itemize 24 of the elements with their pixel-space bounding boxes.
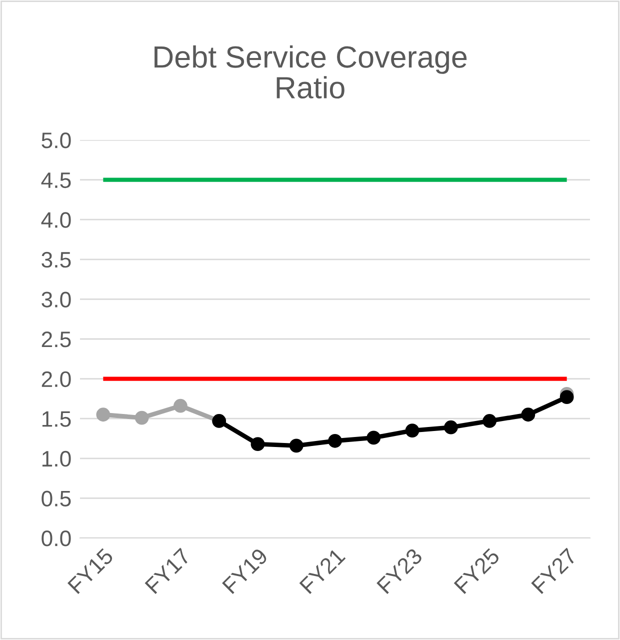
point xyxy=(328,434,342,448)
point xyxy=(289,438,304,453)
point xyxy=(250,437,265,452)
point xyxy=(134,410,149,425)
y-tick-label: 3.5 xyxy=(42,252,71,268)
point xyxy=(521,408,536,422)
y-tick-label: 0.5 xyxy=(42,490,71,506)
y-tick-label: 1.0 xyxy=(42,450,71,467)
point xyxy=(444,420,458,434)
point xyxy=(405,424,420,438)
chart-title: Debt Service Coverage Ratio xyxy=(154,45,467,99)
point xyxy=(560,390,574,404)
y-tick-label: 4.0 xyxy=(41,212,71,228)
y-tick-label: 1.5 xyxy=(42,411,71,427)
y-tick-label: 0.0 xyxy=(42,530,71,546)
y-tick-label: 4.5 xyxy=(41,172,71,188)
y-tick-label: 3.0 xyxy=(42,292,71,308)
y-tick-label: 2.5 xyxy=(42,332,71,348)
point xyxy=(482,414,496,428)
y-tick-label: 2.0 xyxy=(42,371,71,388)
point xyxy=(366,430,381,445)
y-tick-label: 5.0 xyxy=(42,132,71,148)
point xyxy=(96,408,110,422)
point xyxy=(174,398,188,413)
